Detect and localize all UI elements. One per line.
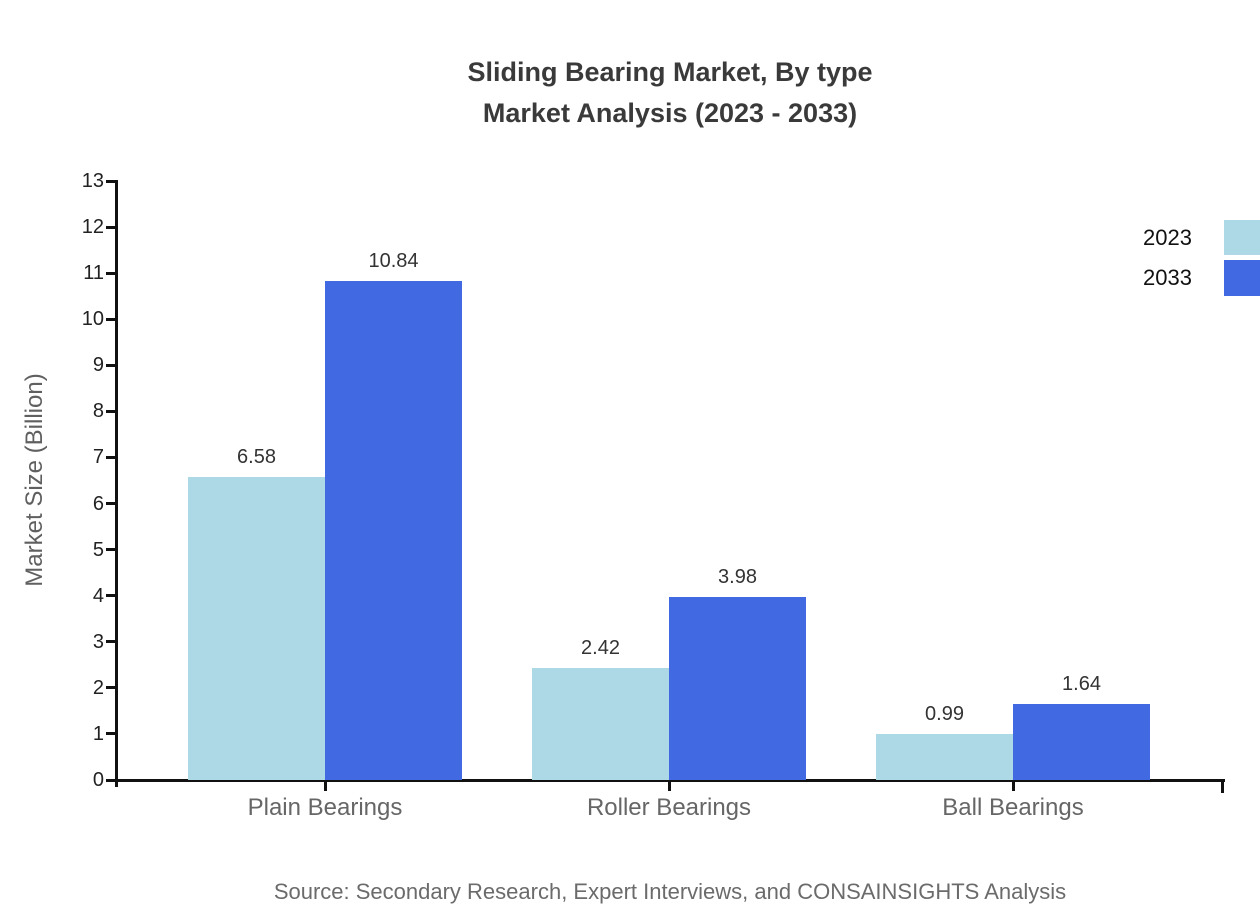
y-tick: [106, 455, 118, 459]
y-tick: [106, 594, 118, 598]
bar-2023-ball-bearings: [876, 734, 1013, 780]
y-tick-label: 7: [92, 446, 104, 469]
y-tick: [106, 640, 118, 644]
bar-2023-plain-bearings: [188, 476, 325, 780]
y-tick-label: 9: [92, 354, 104, 377]
legend-label-2033: 2033: [1143, 265, 1192, 290]
y-tick: [106, 732, 118, 736]
bar-value-label: 1.64: [1062, 673, 1101, 696]
x-tick: [1011, 780, 1015, 791]
y-tick: [106, 778, 118, 782]
y-tick-label: 3: [92, 630, 104, 653]
y-tick: [106, 502, 118, 506]
y-tick: [106, 686, 118, 690]
x-tick: [667, 780, 671, 791]
bar-value-label: 6.58: [237, 445, 276, 468]
bar-value-label: 2.42: [581, 637, 620, 660]
bar-2033-ball-bearings: [1013, 704, 1150, 780]
x-category-label: Roller Bearings: [586, 794, 752, 821]
bar-2033-plain-bearings: [325, 280, 462, 780]
chart-title-line1: Sliding Bearing Market, By type: [467, 57, 873, 87]
bar-value-label: 3.98: [718, 565, 757, 588]
y-tick-label: 0: [92, 769, 104, 791]
y-tick-label: 6: [92, 492, 104, 515]
bar-2033-roller-bearings: [669, 596, 806, 780]
y-tick: [106, 409, 118, 413]
legend-label-2023: 2023: [1143, 224, 1192, 250]
y-axis-line: [115, 181, 118, 787]
bar-2023-roller-bearings: [532, 668, 669, 780]
source-note: Source: Secondary Research, Expert Inter…: [273, 879, 1067, 904]
y-tick: [106, 271, 118, 275]
x-category-label: Ball Bearings: [942, 794, 1084, 821]
y-tick-label: 8: [92, 400, 104, 423]
y-tick-label: 2: [92, 676, 104, 699]
y-tick-label: 11: [83, 262, 104, 285]
x-tick: [323, 780, 327, 791]
bar-value-label: 0.99: [925, 703, 964, 726]
y-tick-label: 13: [81, 170, 104, 192]
bar-value-label: 10.84: [368, 249, 419, 272]
y-tick: [106, 548, 118, 552]
legend-swatch-2023: [1224, 220, 1260, 255]
y-tick: [106, 317, 118, 321]
x-axis-end-tick: [1221, 779, 1224, 793]
y-tick-label: 5: [92, 538, 104, 561]
y-tick-label: 10: [81, 308, 104, 331]
chart-title-line2: Market Analysis (2023 - 2033): [482, 98, 858, 128]
y-tick-label: 12: [81, 216, 104, 239]
x-category-label: Plain Bearings: [247, 794, 403, 821]
y-tick: [106, 363, 118, 367]
legend-swatch-2033: [1224, 260, 1260, 296]
y-tick-label: 4: [92, 584, 104, 607]
y-tick: [106, 179, 118, 183]
chart-title: Sliding Bearing Market, By type Market A…: [140, 52, 1200, 134]
y-tick-label: 1: [92, 722, 104, 745]
y-tick: [106, 225, 118, 229]
